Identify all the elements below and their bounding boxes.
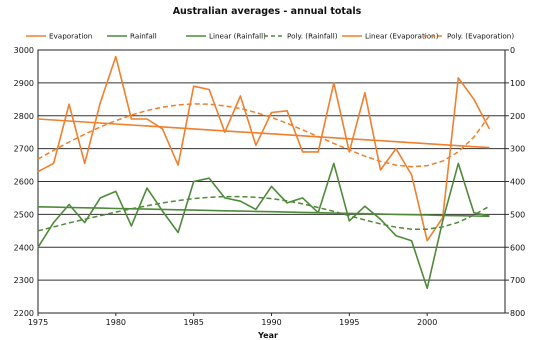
right-tick-label: 200 xyxy=(510,112,525,121)
legend-label: Rainfall xyxy=(130,32,157,41)
left-tick-label: 3000 xyxy=(14,46,34,55)
legend-label: Linear (Rainfall) xyxy=(209,32,266,41)
x-tick-label: 1995 xyxy=(339,318,359,327)
right-tick-label: 300 xyxy=(510,145,525,154)
left-tick-label: 2900 xyxy=(14,79,34,88)
legend: Evaporation Rainfall Linear (Rainfall) Poly… xyxy=(26,32,514,41)
left-tick-label: 2300 xyxy=(14,276,34,285)
series-line-poly-evaporation xyxy=(37,103,491,168)
legend-label: Linear (Evaporation) xyxy=(365,32,439,41)
left-tick-label: 2800 xyxy=(14,112,34,121)
left-axis-ticks: 2200 2300 2400 2500 2600 2700 2800 2900 3000 xyxy=(14,46,34,318)
right-tick-label: 500 xyxy=(510,210,525,219)
right-tick-label: 100 xyxy=(510,79,525,88)
x-tick-label: 1985 xyxy=(183,318,203,327)
left-tick-label: 2500 xyxy=(14,210,34,219)
right-tick-label: 800 xyxy=(510,309,525,318)
series-line-linear-evaporation xyxy=(37,118,490,149)
right-tick-label: 400 xyxy=(510,178,525,187)
x-tick-label: 1990 xyxy=(261,318,281,327)
series-layer xyxy=(37,55,491,290)
series-line-evaporation xyxy=(37,55,491,242)
x-tick-label: 2000 xyxy=(417,318,437,327)
right-tick-label: 600 xyxy=(510,243,525,252)
gridlines xyxy=(38,49,505,314)
x-axis-title: Year xyxy=(257,331,278,340)
right-axis-ticks: 0 100 200 300 400 500 600 700 800 xyxy=(505,46,525,318)
right-tick-label: 700 xyxy=(510,276,525,285)
legend-label: Poly. (Evaporation) xyxy=(447,32,514,41)
legend-label: Evaporation xyxy=(49,32,92,41)
legend-label: Poly. (Rainfall) xyxy=(287,32,338,41)
x-tick-label: 1980 xyxy=(106,318,126,327)
right-tick-label: 0 xyxy=(510,46,515,55)
left-tick-label: 2700 xyxy=(14,145,34,154)
x-axis-ticks: 1975 1980 1985 1990 1995 2000 xyxy=(28,313,437,327)
chart-title: Australian averages - annual totals xyxy=(173,6,362,17)
series-line-linear-rainfall xyxy=(37,206,490,218)
series-line-poly-rainfall xyxy=(37,195,490,232)
series-line-rainfall xyxy=(37,162,490,290)
left-tick-label: 2200 xyxy=(14,309,34,318)
x-tick-label: 1975 xyxy=(28,318,48,327)
left-tick-label: 2600 xyxy=(14,178,34,187)
left-tick-label: 2400 xyxy=(14,243,34,252)
